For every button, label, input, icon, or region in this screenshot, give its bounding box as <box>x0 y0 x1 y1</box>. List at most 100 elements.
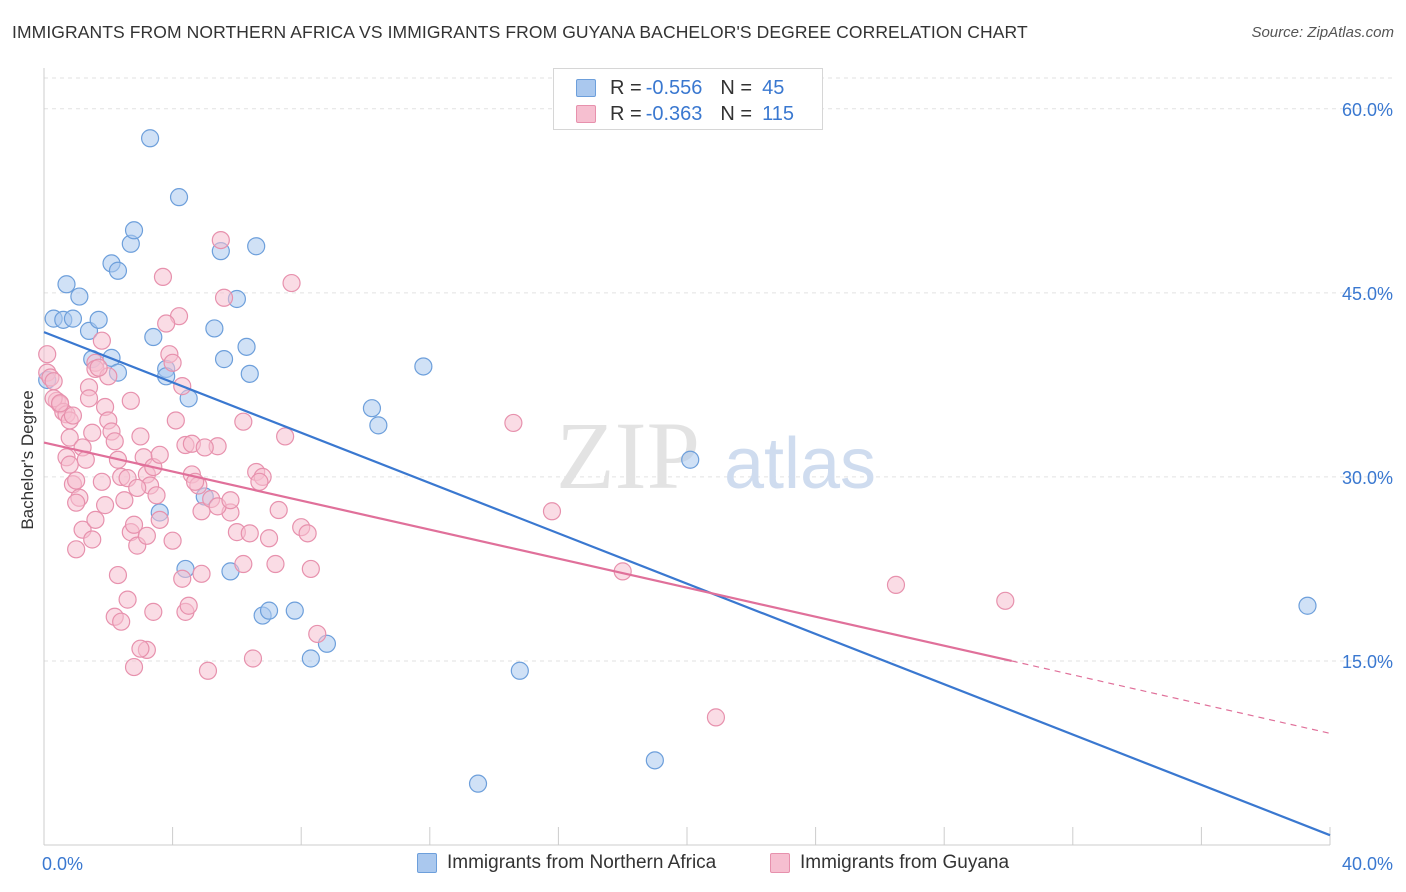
data-point <box>50 394 70 413</box>
data-point <box>269 500 288 520</box>
data-point <box>105 432 124 451</box>
data-point <box>259 529 279 548</box>
data-point <box>369 416 388 435</box>
data-point <box>996 591 1015 610</box>
trend-line-extension <box>1011 660 1331 734</box>
data-point <box>112 612 131 631</box>
watermark-atlas: atlas <box>724 424 876 504</box>
legend-r-value: -0.556 <box>645 76 703 99</box>
legend: R = -0.556 N = 45 R = -0.363 N = 115 <box>553 68 823 130</box>
data-point <box>89 310 108 329</box>
series-legend-swatch-blue <box>417 853 437 873</box>
data-point <box>468 774 488 793</box>
data-point <box>60 455 79 474</box>
data-point <box>166 411 185 430</box>
data-point <box>38 345 57 364</box>
data-point <box>124 221 144 240</box>
tick-labels: 15.0% 30.0% 45.0% 60.0% 0.0% 40.0% <box>42 100 1393 874</box>
data-point <box>234 412 253 431</box>
data-point <box>886 575 906 594</box>
legend-n-value: 45 <box>762 76 785 99</box>
data-point <box>131 639 150 658</box>
data-point <box>243 649 263 668</box>
data-point <box>221 491 240 510</box>
data-point <box>150 510 169 529</box>
x-tick-label-max: 40.0% <box>1342 854 1393 874</box>
data-point <box>179 596 198 615</box>
legend-r-label: R = <box>610 76 642 99</box>
series-legend-northern-africa[interactable]: Immigrants from Northern Africa <box>417 852 716 874</box>
data-point <box>144 327 163 347</box>
data-point <box>89 358 108 377</box>
data-point <box>414 357 433 376</box>
data-point <box>706 708 726 727</box>
data-point <box>144 602 163 621</box>
data-point <box>67 540 86 559</box>
data-point <box>504 413 523 433</box>
series-legend-swatch-pink <box>770 853 790 873</box>
y-tick-label: 45.0% <box>1342 284 1393 304</box>
data-point <box>214 350 234 369</box>
legend-row-northern-africa: R = -0.556 N = 45 <box>576 75 784 101</box>
data-point <box>247 237 266 256</box>
data-point <box>169 188 189 207</box>
data-point <box>124 515 144 534</box>
data-point <box>214 288 234 307</box>
data-point <box>237 337 256 356</box>
data-point <box>285 601 304 620</box>
legend-n-label: N = <box>720 102 753 125</box>
trend-line <box>43 331 1331 837</box>
data-point <box>645 751 664 770</box>
trend-lines <box>43 331 1331 837</box>
data-point <box>153 267 173 287</box>
data-point <box>63 406 83 425</box>
legend-n-label: N = <box>720 76 753 99</box>
legend-swatch-blue <box>576 79 596 97</box>
data-point <box>240 524 259 543</box>
data-point <box>308 624 327 644</box>
data-point <box>63 309 83 328</box>
legend-swatch-pink <box>576 105 596 123</box>
data-point <box>108 565 128 585</box>
data-point <box>79 389 99 408</box>
series-guyana <box>38 230 1015 727</box>
data-point <box>163 353 182 372</box>
data-point <box>86 510 105 529</box>
legend-n-value: 115 <box>762 102 794 125</box>
data-point <box>67 493 86 512</box>
watermark: ZIP atlas <box>556 402 876 509</box>
series-legend: Immigrants from Northern Africa Immigran… <box>0 852 1406 878</box>
data-point <box>681 450 700 469</box>
data-point <box>44 372 63 391</box>
data-point <box>70 287 89 306</box>
data-point <box>83 423 102 442</box>
data-point <box>542 502 562 521</box>
data-point <box>276 427 295 446</box>
data-point <box>1298 596 1317 615</box>
data-point <box>57 275 76 294</box>
data-point <box>83 530 102 549</box>
data-point <box>128 478 147 498</box>
trend-line <box>43 441 1012 663</box>
series-legend-guyana[interactable]: Immigrants from Guyana <box>770 852 1009 874</box>
data-point <box>150 445 169 464</box>
data-point <box>92 331 111 350</box>
data-point <box>67 471 86 490</box>
data-point <box>266 554 285 574</box>
data-point <box>115 491 134 510</box>
axes <box>43 68 1331 846</box>
data-point <box>124 657 144 677</box>
data-point <box>282 273 301 293</box>
data-point <box>198 661 218 680</box>
data-point <box>362 399 382 418</box>
data-point <box>92 472 111 491</box>
data-point <box>301 649 320 668</box>
legend-row-guyana: R = -0.363 N = 115 <box>576 101 794 127</box>
data-point <box>234 554 253 574</box>
y-tick-label: 60.0% <box>1342 100 1393 120</box>
source-credit: Source: ZipAtlas.com <box>1251 24 1394 41</box>
data-point <box>192 564 211 583</box>
data-point <box>163 531 182 550</box>
data-point <box>147 486 166 505</box>
